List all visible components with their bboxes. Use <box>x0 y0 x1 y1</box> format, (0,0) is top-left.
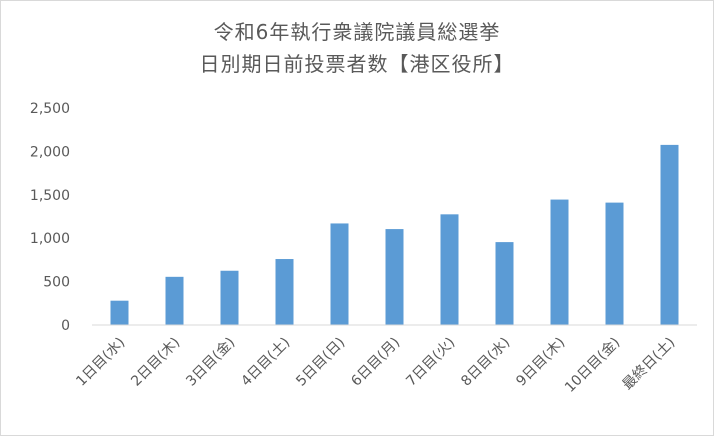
bar <box>660 144 679 325</box>
x-tick-label: 1日目(水) <box>73 335 128 390</box>
chart-title: 令和6年執行衆議院議員総選挙 日別期日前投票者数【港区役所】 <box>0 16 714 80</box>
bar <box>385 229 404 325</box>
y-tick-label: 500 <box>43 275 70 291</box>
bar <box>165 276 184 325</box>
bar <box>330 223 349 325</box>
y-tick-label: 0 <box>61 318 70 334</box>
bar <box>495 242 514 325</box>
bar <box>275 259 294 325</box>
x-axis-ticks: 1日目(水) 2日目(木) 3日目(金) 4日目(土) 5日目(日) 6日目(月) 7日目(… <box>73 335 678 396</box>
y-tick-label: 2,500 <box>30 101 70 117</box>
x-tick-label: 5日目(日) <box>293 335 348 390</box>
x-tick-label: 6日目(月) <box>348 335 403 390</box>
bar <box>550 199 569 325</box>
y-tick-label: 1,000 <box>30 231 70 247</box>
x-tick-label: 9日目(木) <box>513 335 568 390</box>
bar <box>220 270 239 325</box>
y-tick-label: 2,000 <box>30 144 70 160</box>
x-tick-label: 3日目(金) <box>183 335 238 390</box>
chart-title-line-2: 日別期日前投票者数【港区役所】 <box>199 52 515 76</box>
bar <box>605 202 624 325</box>
bars <box>110 144 679 325</box>
x-tick-label: 2日目(木) <box>128 335 183 390</box>
y-tick-label: 1,500 <box>30 188 70 204</box>
x-tick-label: 4日目(土) <box>238 335 293 390</box>
x-tick-label: 8日目(水) <box>458 335 513 390</box>
chart-title-line-1: 令和6年執行衆議院議員総選挙 <box>213 20 501 44</box>
y-axis-ticks: 0 500 1,000 1,500 2,000 2,500 <box>30 101 70 334</box>
x-tick-label: 7日目(火) <box>403 335 458 390</box>
bar <box>440 214 459 325</box>
bar <box>110 300 129 325</box>
x-tick-label: 最終日(土) <box>620 335 679 394</box>
x-tick-label: 10日目(金) <box>562 335 623 396</box>
